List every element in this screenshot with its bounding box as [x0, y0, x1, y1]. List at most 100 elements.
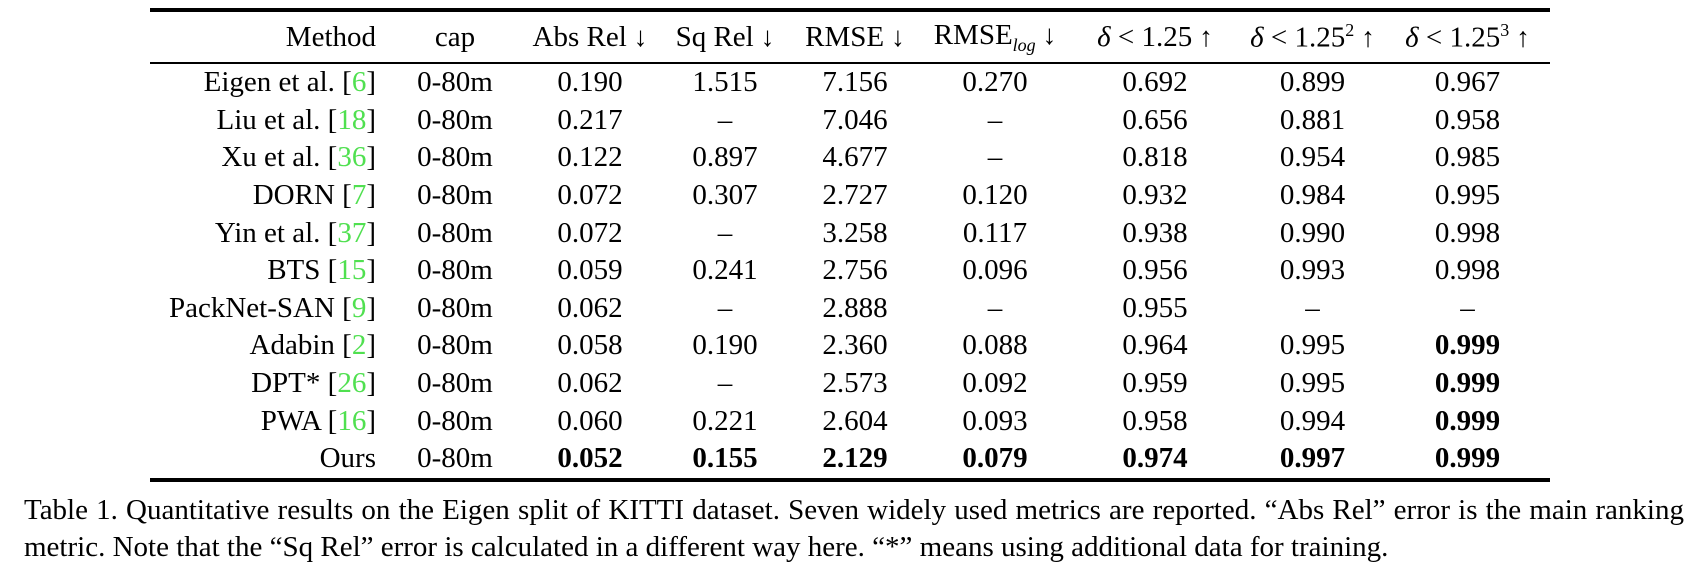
metric-cell-sqrel: 0.897: [692, 141, 758, 174]
metric-cell-d1: 0.958: [1122, 404, 1188, 437]
method-cell: PackNet-SAN [9]: [168, 291, 376, 324]
metric-cell-d1: 0.974: [1122, 442, 1188, 475]
metric-cell-absrel: 0.052: [557, 442, 623, 475]
metric-cell-absrel: 0.059: [557, 254, 623, 287]
citation-link[interactable]: 9: [351, 291, 367, 324]
method-cell: PWA [16]: [260, 404, 376, 437]
metric-cell-rmse: 7.156: [822, 66, 888, 99]
metric-cell-d3: 0.999: [1434, 404, 1501, 437]
table-row: DPT* [26] 0-80m 0.062 – 2.573 0.092 0.959 0.995…: [150, 365, 1550, 403]
metric-cell-d3: 0.999: [1434, 367, 1501, 400]
metric-cell-rmselog: 0.088: [962, 329, 1028, 362]
metric-cell-rmselog: 0.093: [962, 404, 1028, 437]
metric-cell-d3: 0.998: [1434, 254, 1501, 287]
metric-cell-sqrel: 0.241: [692, 254, 758, 287]
cap-cell: 0-80m: [417, 329, 493, 362]
metric-cell-rmse: 2.756: [822, 254, 888, 287]
method-cell: Yin et al. [37]: [214, 216, 376, 249]
metric-cell-rmse: 2.573: [822, 367, 888, 400]
column-header-cap: cap: [390, 10, 520, 64]
metric-cell-absrel: 0.217: [557, 103, 623, 136]
column-header-d1: δ < 1.25 ↑: [1070, 10, 1240, 64]
cap-cell: 0-80m: [417, 179, 493, 212]
results-table-wrapper: Method cap Abs Rel ↓ Sq Rel ↓ RMSE ↓ RMSElog …: [150, 8, 1550, 482]
column-header-d3: δ < 1.253 ↑: [1385, 10, 1550, 64]
citation-link[interactable]: 16: [337, 404, 367, 437]
citation-link[interactable]: 7: [351, 179, 367, 212]
citation-link[interactable]: 26: [337, 367, 367, 400]
up-arrow-icon: ↑: [1509, 21, 1530, 53]
metric-cell-d3: 0.967: [1434, 66, 1501, 99]
metric-cell-sqrel: –: [717, 367, 733, 400]
metric-cell-rmse: 2.360: [822, 329, 888, 362]
table-row: Yin et al. [37] 0-80m 0.072 – 3.258 0.117 0.93…: [150, 214, 1550, 252]
metric-cell-d2: 0.993: [1279, 254, 1346, 287]
metric-cell-sqrel: 0.190: [692, 329, 758, 362]
metric-cell-d3: 0.999: [1434, 329, 1501, 362]
metric-cell-d1: 0.964: [1122, 329, 1188, 362]
column-header-method: Method: [150, 10, 390, 64]
metric-cell-rmselog: 0.120: [962, 179, 1028, 212]
cap-cell: 0-80m: [417, 404, 493, 437]
citation-link[interactable]: 2: [351, 329, 367, 362]
metric-cell-rmselog: 0.079: [962, 442, 1028, 475]
down-arrow-icon: ↓: [884, 20, 905, 52]
cap-cell: 0-80m: [417, 254, 493, 287]
metric-cell-rmse: 2.129: [822, 442, 888, 475]
metric-cell-rmse: 2.888: [822, 291, 888, 324]
citation-link[interactable]: 6: [351, 66, 367, 99]
metric-cell-absrel: 0.072: [557, 179, 623, 212]
table-row: Eigen et al. [6] 0-80m 0.190 1.515 7.156 0.27…: [150, 63, 1550, 102]
metric-cell-sqrel: –: [717, 291, 733, 324]
column-header-rmselog: RMSElog ↓: [920, 10, 1070, 64]
citation-link[interactable]: 18: [337, 103, 367, 136]
cap-cell: 0-80m: [417, 103, 493, 136]
column-header-sqrel: Sq Rel ↓: [660, 10, 790, 64]
metric-cell-absrel: 0.058: [557, 329, 623, 362]
results-table: Method cap Abs Rel ↓ Sq Rel ↓ RMSE ↓ RMSElog …: [150, 8, 1550, 482]
metric-cell-d1: 0.932: [1122, 179, 1188, 212]
metric-cell-d1: 0.955: [1122, 291, 1188, 324]
citation-link[interactable]: 37: [337, 216, 367, 249]
method-cell: BTS [15]: [267, 254, 376, 287]
metric-cell-rmselog: –: [987, 103, 1003, 136]
metric-cell-d3: 0.958: [1434, 103, 1501, 136]
metric-cell-rmselog: 0.117: [962, 216, 1028, 249]
method-cell: Ours: [319, 442, 376, 475]
metric-cell-d3: 0.995: [1434, 179, 1501, 212]
metric-cell-absrel: 0.062: [557, 291, 623, 324]
metric-cell-d2: 0.984: [1279, 179, 1346, 212]
metric-cell-rmselog: –: [987, 291, 1003, 324]
metric-cell-sqrel: –: [717, 103, 733, 136]
metric-cell-d3: 0.998: [1434, 216, 1501, 249]
cap-cell: 0-80m: [417, 216, 493, 249]
metric-cell-absrel: 0.060: [557, 404, 623, 437]
table-row: DORN [7] 0-80m 0.072 0.307 2.727 0.120 0.932 0.…: [150, 177, 1550, 215]
cap-cell: 0-80m: [417, 141, 493, 174]
metric-cell-d2: 0.995: [1279, 329, 1346, 362]
table-row: PWA [16] 0-80m 0.060 0.221 2.604 0.093 0.958 0.…: [150, 402, 1550, 440]
metric-cell-sqrel: 0.155: [692, 442, 758, 475]
metric-cell-d1: 0.938: [1122, 216, 1188, 249]
cap-cell: 0-80m: [417, 66, 493, 99]
citation-link[interactable]: 36: [337, 141, 367, 174]
method-cell: DORN [7]: [252, 179, 376, 212]
column-header-absrel: Abs Rel ↓: [520, 10, 660, 64]
up-arrow-icon: ↑: [1354, 21, 1375, 53]
metric-cell-d2: 0.995: [1279, 367, 1346, 400]
metric-cell-d1: 0.959: [1122, 367, 1188, 400]
metric-cell-absrel: 0.072: [557, 216, 623, 249]
metric-cell-absrel: 0.062: [557, 367, 623, 400]
cap-cell: 0-80m: [417, 367, 493, 400]
metric-cell-d2: 0.881: [1279, 103, 1346, 136]
column-header-d2: δ < 1.252 ↑: [1240, 10, 1385, 64]
citation-link[interactable]: 15: [337, 254, 367, 287]
table-row: Ours 0-80m 0.052 0.155 2.129 0.079 0.974 0.997 0…: [150, 440, 1550, 480]
metric-cell-rmselog: 0.092: [962, 367, 1028, 400]
metric-cell-rmselog: 0.270: [962, 66, 1028, 99]
metric-cell-d3: –: [1460, 291, 1475, 324]
metric-cell-rmselog: 0.096: [962, 254, 1028, 287]
metric-cell-d1: 0.818: [1122, 141, 1188, 174]
table-body: Eigen et al. [6] 0-80m 0.190 1.515 7.156 0.27…: [150, 63, 1550, 480]
method-cell: Liu et al. [18]: [216, 103, 376, 136]
